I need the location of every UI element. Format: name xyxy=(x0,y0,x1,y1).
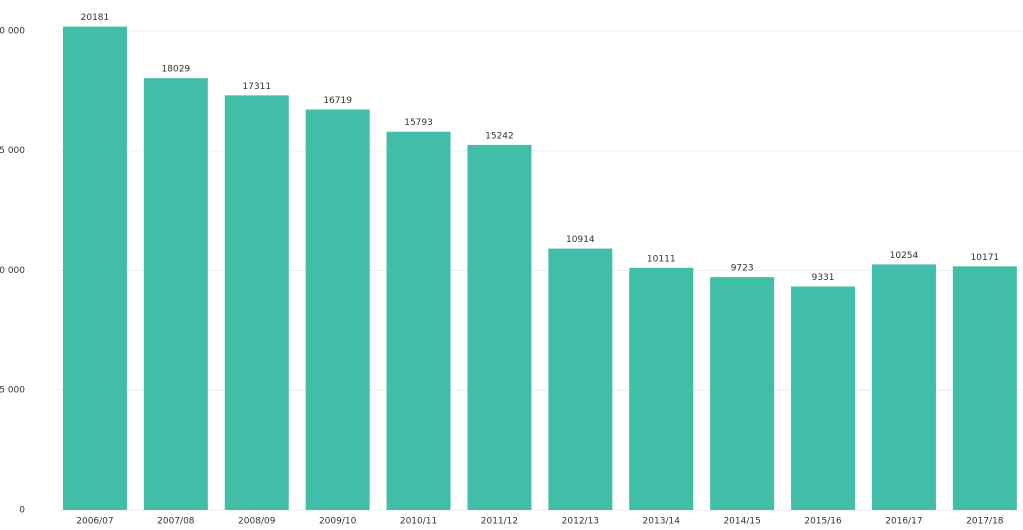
x-tick-label: 2014/15 xyxy=(723,517,760,527)
bar xyxy=(62,26,127,510)
y-tick-label: 15 000 xyxy=(0,146,25,156)
value-label: 9723 xyxy=(731,264,754,274)
y-tick-label: 20 000 xyxy=(0,26,25,36)
value-label: 10171 xyxy=(971,253,1000,263)
x-tick-label: 2011/12 xyxy=(481,517,518,527)
value-label: 10914 xyxy=(566,235,595,245)
x-tick-label: 2015/16 xyxy=(804,517,842,527)
x-tick-label: 2013/14 xyxy=(643,517,681,527)
bar xyxy=(386,131,451,511)
bar xyxy=(871,264,936,510)
bar xyxy=(467,144,532,510)
y-tick-label: 10 000 xyxy=(0,266,25,276)
value-label: 15793 xyxy=(404,118,433,128)
bar xyxy=(224,95,289,510)
bar xyxy=(710,277,775,510)
x-tick-label: 2016/17 xyxy=(885,517,922,527)
value-label: 16719 xyxy=(323,96,352,106)
y-tick-label: 5 000 xyxy=(0,386,25,396)
value-label: 17311 xyxy=(242,82,271,92)
value-label: 9331 xyxy=(812,273,835,283)
x-tick-label: 2012/13 xyxy=(562,517,599,527)
value-label: 10254 xyxy=(890,251,919,261)
x-tick-label: 2007/08 xyxy=(157,517,195,527)
bar xyxy=(143,78,208,510)
x-tick-label: 2008/09 xyxy=(238,517,276,527)
x-tick-label: 2017/18 xyxy=(966,517,1004,527)
value-label: 10111 xyxy=(647,254,676,264)
value-label: 15242 xyxy=(485,131,514,141)
x-tick-label: 2009/10 xyxy=(319,517,357,527)
value-label: 18029 xyxy=(162,65,191,75)
value-label: 20181 xyxy=(81,13,110,23)
bar xyxy=(629,267,694,510)
bar xyxy=(791,286,856,510)
x-tick-label: 2006/07 xyxy=(76,517,113,527)
bar xyxy=(305,109,370,510)
x-tick-label: 2010/11 xyxy=(400,517,437,527)
y-tick-label: 0 xyxy=(19,506,25,516)
bar xyxy=(548,248,613,510)
bar xyxy=(952,266,1017,510)
